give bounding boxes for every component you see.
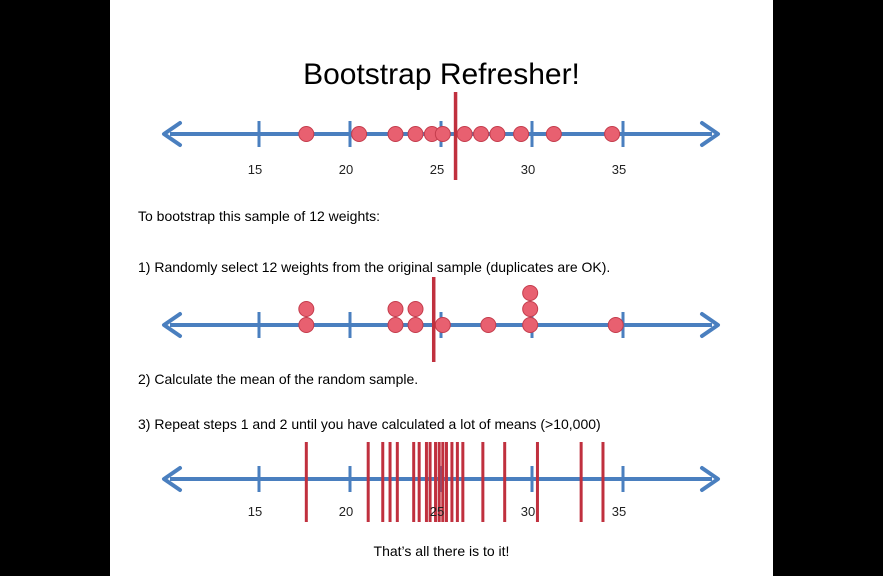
line-2-data-point: [298, 301, 315, 317]
line-1-data-point: [489, 126, 506, 142]
footer-text: That’s all there is to it!: [373, 543, 510, 559]
line-2-data-point: [522, 301, 539, 317]
slide: Bootstrap Refresher! 15 20 25 30 35 15 20 25 30 3…: [110, 0, 773, 576]
line-3-tick-label: 20: [339, 504, 353, 519]
line-3-tick-label: 25: [430, 504, 444, 519]
line-1-data-point: [351, 126, 368, 142]
line-1-data-point: [434, 126, 451, 142]
line-1-left-arrow: [162, 121, 182, 147]
line-1-data-point: [407, 126, 424, 142]
line-2-data-point: [387, 317, 404, 333]
line-1-tick-label: 30: [521, 162, 535, 177]
step-1-text: 1) Randomly select 12 weights from the o…: [138, 259, 611, 275]
intro-text: To bootstrap this sample of 12 weights:: [138, 208, 381, 224]
line-1-data-point: [513, 126, 530, 142]
line-1-tick-label: 35: [612, 162, 626, 177]
line-2-data-point: [522, 285, 539, 301]
line-3-tick-label: 30: [521, 504, 535, 519]
line-1-tick-label: 20: [339, 162, 353, 177]
line-2-left-arrow: [162, 312, 182, 338]
line-3-right-arrow: [700, 466, 720, 492]
line-1-data-point: [387, 126, 404, 142]
line-2-data-point: [407, 301, 424, 317]
line-2-data-point: [434, 317, 451, 333]
line-1-data-point: [298, 126, 315, 142]
line-1-data-point: [545, 126, 562, 142]
line-3-tick-label: 35: [612, 504, 626, 519]
line-3-left-arrow: [162, 466, 182, 492]
line-2-right-arrow: [700, 312, 720, 338]
line-2-data-point: [480, 317, 497, 333]
line-1-right-arrow: [700, 121, 720, 147]
line-1-data-point: [473, 126, 490, 142]
line-2-data-point: [522, 317, 539, 333]
line-2-data-point: [387, 301, 404, 317]
slide-title: Bootstrap Refresher!: [303, 58, 580, 91]
line-1-data-point: [604, 126, 621, 142]
line-1-data-point: [456, 126, 473, 142]
line-1-tick-label: 15: [248, 162, 262, 177]
line-2-data-point: [407, 317, 424, 333]
line-2-data-point: [607, 317, 624, 333]
line-1-tick-label: 25: [430, 162, 444, 177]
step-3-text: 3) Repeat steps 1 and 2 until you have c…: [138, 416, 601, 432]
number-line-diagram: 15 20 25 30 35 15 20 25 30 35: [162, 92, 720, 522]
step-2-text: 2) Calculate the mean of the random samp…: [138, 371, 419, 387]
line-2-data-point: [298, 317, 315, 333]
line-3-tick-label: 15: [248, 504, 262, 519]
